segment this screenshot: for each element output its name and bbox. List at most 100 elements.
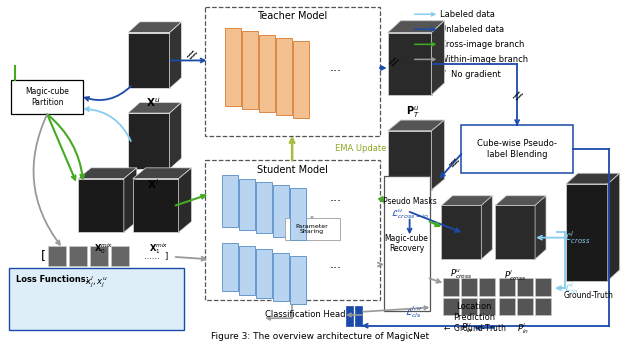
Bar — [273, 253, 289, 301]
Text: $\leftarrow$ Ground-Truth: $\leftarrow$ Ground-Truth — [442, 322, 507, 333]
Text: $\mathbf{X}_1^{mix}$: $\mathbf{X}_1^{mix}$ — [149, 241, 168, 256]
Bar — [461, 125, 573, 173]
Polygon shape — [566, 173, 620, 184]
Bar — [479, 298, 495, 315]
Bar — [243, 32, 259, 109]
Text: Cube-wise Pseudo-
label Blending: Cube-wise Pseudo- label Blending — [477, 139, 557, 159]
Polygon shape — [442, 196, 492, 205]
Text: Pseudo Masks: Pseudo Masks — [383, 197, 436, 206]
Text: Labeled data: Labeled data — [440, 10, 495, 19]
Text: $\mathbf{X}^l$: $\mathbf{X}^l$ — [147, 178, 159, 191]
Bar — [461, 279, 477, 296]
Text: Teacher Model: Teacher Model — [257, 11, 328, 21]
Bar — [535, 298, 551, 315]
Text: Figure 3: The overview architecture of MagicNet: Figure 3: The overview architecture of M… — [211, 332, 429, 341]
Text: $\mathcal{L}^{l,u}_{cls}$: $\mathcal{L}^{l,u}_{cls}$ — [405, 304, 422, 320]
Polygon shape — [133, 168, 191, 179]
Polygon shape — [179, 168, 191, 232]
Text: $P^l_{in}$: $P^l_{in}$ — [517, 321, 529, 336]
Text: //  No gradient: // No gradient — [440, 70, 501, 79]
Text: $\mathbf{X}_0^{mix}$: $\mathbf{X}_0^{mix}$ — [94, 241, 114, 256]
Text: Unlabeled data: Unlabeled data — [440, 25, 504, 34]
Bar — [290, 256, 306, 304]
Text: $\mathcal{L}_{total} = \mathcal{L}_{sup} + \mathcal{L}_{unsup}$: $\mathcal{L}_{total} = \mathcal{L}_{sup}… — [17, 285, 99, 297]
Bar — [69, 246, 87, 265]
Bar — [111, 246, 129, 265]
Polygon shape — [170, 102, 182, 169]
Bar — [10, 268, 184, 330]
Polygon shape — [78, 179, 124, 232]
Bar — [346, 306, 353, 326]
Text: Ground-Truth: Ground-Truth — [564, 291, 614, 300]
Text: $\mathcal{L}^l_{in}$: $\mathcal{L}^l_{in}$ — [564, 280, 579, 297]
Polygon shape — [128, 22, 182, 33]
Bar — [225, 28, 241, 106]
Text: Student Model: Student Model — [257, 165, 328, 175]
Polygon shape — [495, 205, 535, 259]
Text: $x_j^l, x_j^u$: $x_j^l, x_j^u$ — [84, 274, 108, 290]
Bar — [239, 179, 255, 230]
Text: Parameter
Sharing: Parameter Sharing — [296, 224, 328, 235]
Polygon shape — [431, 120, 444, 190]
Text: $\mathcal{L}^l_{cross}$: $\mathcal{L}^l_{cross}$ — [564, 229, 591, 246]
Bar — [535, 279, 551, 296]
Text: $\mathcal{L}_{sup} = \mathcal{L}^l_{cross} + \mathcal{L}^l_{in} + \beta\mathcal{: $\mathcal{L}_{sup} = \mathcal{L}^l_{cros… — [17, 298, 118, 312]
Bar — [479, 279, 495, 296]
Text: //: // — [511, 90, 523, 102]
Bar — [90, 246, 108, 265]
Text: //: // — [415, 70, 421, 79]
Polygon shape — [128, 33, 170, 88]
Polygon shape — [535, 196, 546, 259]
Text: EMA Update: EMA Update — [335, 144, 387, 153]
Polygon shape — [170, 22, 182, 88]
Text: $\mathcal{L}^u_{cross-in}$: $\mathcal{L}^u_{cross-in}$ — [390, 208, 429, 221]
Polygon shape — [388, 131, 431, 190]
Polygon shape — [388, 120, 444, 131]
Bar — [444, 279, 460, 296]
Bar — [48, 246, 66, 265]
Text: [: [ — [41, 249, 45, 262]
Polygon shape — [608, 173, 620, 281]
Polygon shape — [124, 168, 137, 232]
Text: //: // — [387, 57, 398, 69]
Bar — [517, 279, 533, 296]
Text: ...: ... — [330, 258, 342, 271]
Bar — [461, 298, 477, 315]
Polygon shape — [495, 196, 546, 205]
Bar — [517, 298, 533, 315]
Text: Classification Head: Classification Head — [265, 310, 346, 319]
Polygon shape — [128, 113, 170, 169]
Bar — [290, 188, 306, 240]
Text: Prediction: Prediction — [453, 312, 495, 322]
Polygon shape — [442, 205, 481, 259]
Bar — [355, 306, 362, 326]
Text: $\mathcal{L}_{unsup} = \alpha\mathcal{L}^u_{cross-in} + \beta\mathcal{L}^u_{cls}: $\mathcal{L}_{unsup} = \alpha\mathcal{L}… — [17, 311, 122, 324]
Text: ...: ... — [330, 191, 342, 204]
Text: $\mathbf{P}_T^u$: $\mathbf{P}_T^u$ — [406, 105, 419, 120]
Polygon shape — [388, 21, 444, 33]
Bar — [223, 175, 238, 227]
Polygon shape — [431, 21, 444, 95]
Bar — [499, 279, 515, 296]
Polygon shape — [481, 196, 492, 259]
Text: Magic-cube
Recovery: Magic-cube Recovery — [385, 234, 429, 253]
Text: //: // — [185, 49, 196, 61]
Bar — [205, 160, 380, 300]
Bar — [273, 185, 289, 237]
Bar — [256, 182, 272, 233]
Text: Cross-image branch: Cross-image branch — [440, 40, 525, 49]
Bar — [285, 218, 340, 240]
Text: $\mathbf{X}^u$: $\mathbf{X}^u$ — [145, 97, 160, 109]
Text: Magic-cube
Partition: Magic-cube Partition — [25, 87, 69, 107]
Bar — [499, 298, 515, 315]
Text: ......  ]: ...... ] — [144, 251, 168, 260]
Text: Location: Location — [456, 302, 492, 311]
Text: $P^l_{cross}$: $P^l_{cross}$ — [504, 268, 526, 283]
Text: $P^u_{cross}$: $P^u_{cross}$ — [451, 268, 472, 281]
Bar — [256, 249, 272, 298]
Polygon shape — [566, 184, 608, 281]
Bar — [444, 298, 460, 315]
Text: ...: ... — [330, 61, 342, 74]
Text: Within-image branch: Within-image branch — [440, 55, 529, 64]
Bar — [223, 243, 238, 291]
